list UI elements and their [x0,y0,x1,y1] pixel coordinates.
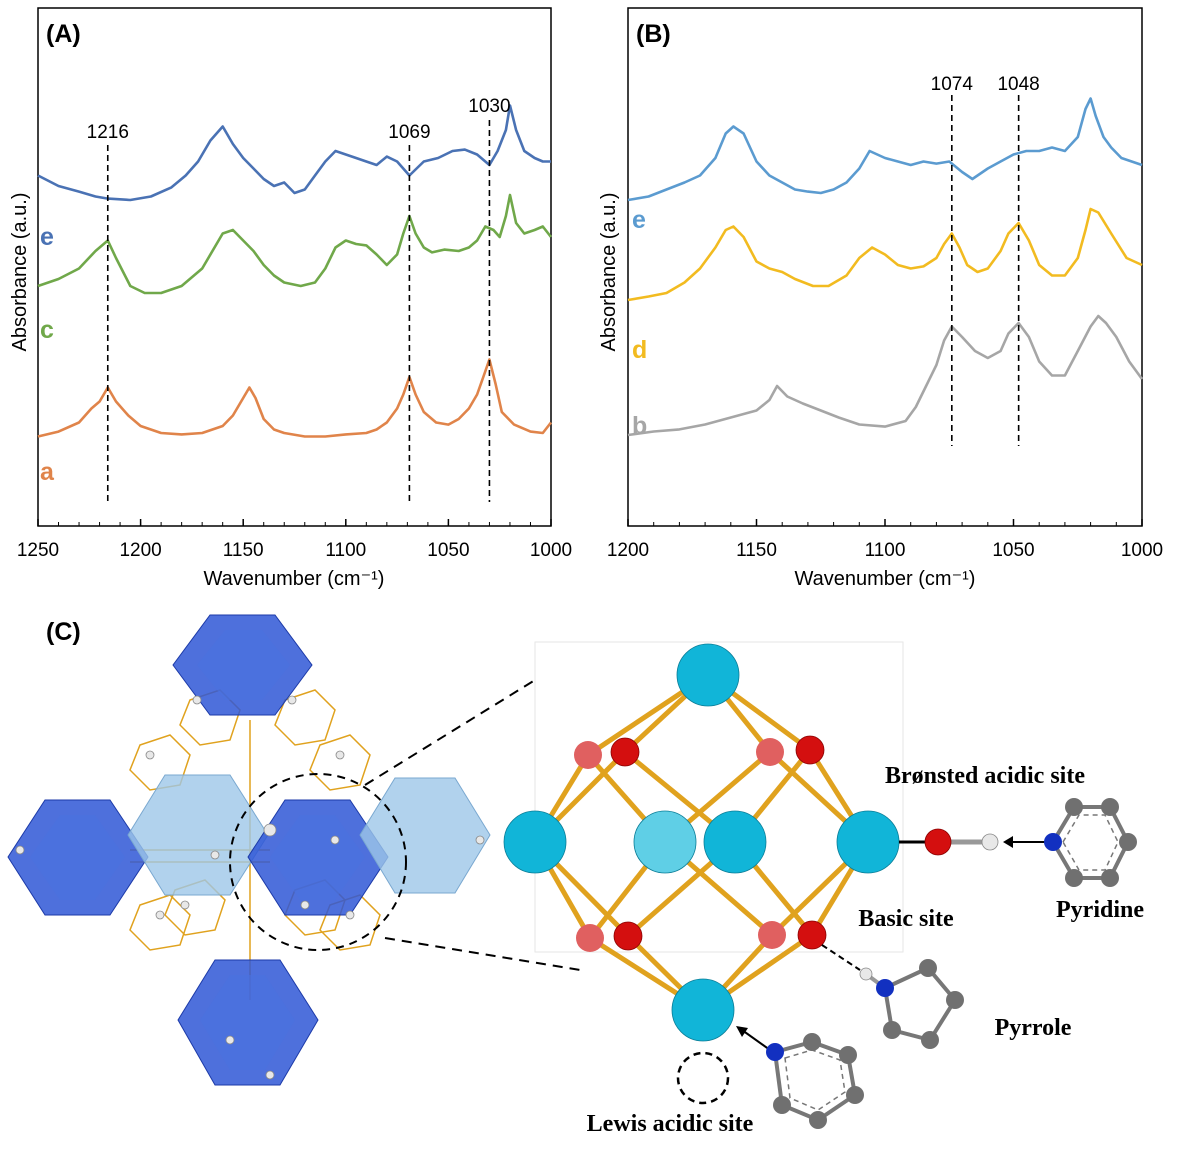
series-label-e: e [632,206,646,234]
panel-c: (C) [7,614,1144,1137]
panel-b-frame [627,7,1143,527]
panel-c-label: (C) [46,618,81,646]
panel-b: (B) Wavenumber (cm⁻¹) Absorbance (a.u.) … [598,7,1163,590]
lewis-site-label: Lewis acidic site [587,1111,754,1137]
series-label-d: d [632,336,647,364]
series-line-a [37,358,553,438]
marker-label-1048: 1048 [997,74,1039,95]
x-tick-label-1100: 1100 [325,540,366,561]
series-line-e [627,97,1143,202]
cluster-bonds [532,672,871,1013]
pyrrole-label: Pyrrole [995,1015,1072,1041]
bronsted-site-label: Brønsted acidic site [885,763,1085,789]
panel-b-label: (B) [636,20,671,48]
pyridine-label: Pyridine [1056,897,1144,923]
cluster-center [247,799,389,916]
panel-b-ylabel: Absorbance (a.u.) [598,193,620,352]
series-label-b: b [632,412,647,440]
cluster-left [7,799,149,916]
bronsted-oxygen-atom [924,828,952,856]
basic-site-label: Basic site [858,906,954,932]
bronsted-arrow-head [1003,836,1013,848]
pyridine-molecule-2 [766,1033,864,1129]
oxygen-atoms-back [574,738,786,952]
x-tick-label-1200: 1200 [607,540,649,561]
mof-framework-illustration [7,614,581,1086]
pyrrole-molecule [859,959,964,1049]
panel-a-frame [37,7,552,527]
panel-a-xlabel: Wavenumber (cm⁻¹) [204,568,385,590]
x-tick-label-1050: 1050 [427,540,469,561]
cluster-top [172,614,313,716]
series-line-c [37,193,553,295]
series-line-b [627,314,1144,437]
x-tick-label-1100: 1100 [865,540,906,561]
marker-label-1069: 1069 [388,122,430,143]
cluster-left-light [127,774,269,896]
panel-b-plot-area: 1200 1150 1100 1050 1000 e d b 1074 1048 [607,74,1163,561]
zoom-line-bottom [384,937,581,971]
x-tick-label-1050: 1050 [992,540,1034,561]
zoom-line-top [364,679,536,786]
series-label-e: e [40,223,54,251]
series-label-c: c [40,316,54,344]
basic-site-hbond [821,944,861,971]
panel-a-plot-area: 1250 1200 1150 1100 1050 1000 e c a 1216 1069 1030 [17,96,572,561]
lewis-vacancy-circle [676,1051,730,1105]
pyridine-molecule-1 [1044,798,1137,887]
cluster-right-light [359,777,491,894]
oxygen-atoms-front [610,735,827,951]
panel-a-ylabel: Absorbance (a.u.) [9,193,31,352]
series-line-e [37,104,551,202]
marker-label-1030: 1030 [468,96,510,117]
x-tick-label-1000: 1000 [530,540,572,561]
framework-atoms [15,695,485,1080]
panel-a-label: (A) [46,20,81,48]
x-tick-label-1150: 1150 [736,540,777,561]
panel-b-xlabel: Wavenumber (cm⁻¹) [795,568,976,590]
series-line-d [627,207,1143,302]
marker-label-1074: 1074 [931,74,974,95]
x-tick-label-1150: 1150 [223,540,264,561]
detail-frame [534,641,904,953]
x-tick-label-1200: 1200 [119,540,161,561]
bronsted-hydrogen-atom [981,833,999,851]
lewis-arrow [741,1029,771,1051]
panel-a: (A) Wavenumber (cm⁻¹) Absorbance (a.u.) … [9,7,572,590]
x-tick-label-1000: 1000 [1121,540,1163,561]
zoom-circle [229,773,407,951]
zirconium-atoms [503,643,900,1042]
marker-label-1216: 1216 [87,122,129,143]
zr-oxo-cluster-detail: Brønsted acidic site Basic site Pyridine… [503,641,1144,1137]
x-tick-label-1250: 1250 [17,540,59,561]
cluster-bottom [177,959,319,1086]
lewis-arrow-head [736,1026,748,1037]
series-label-a: a [40,458,55,486]
